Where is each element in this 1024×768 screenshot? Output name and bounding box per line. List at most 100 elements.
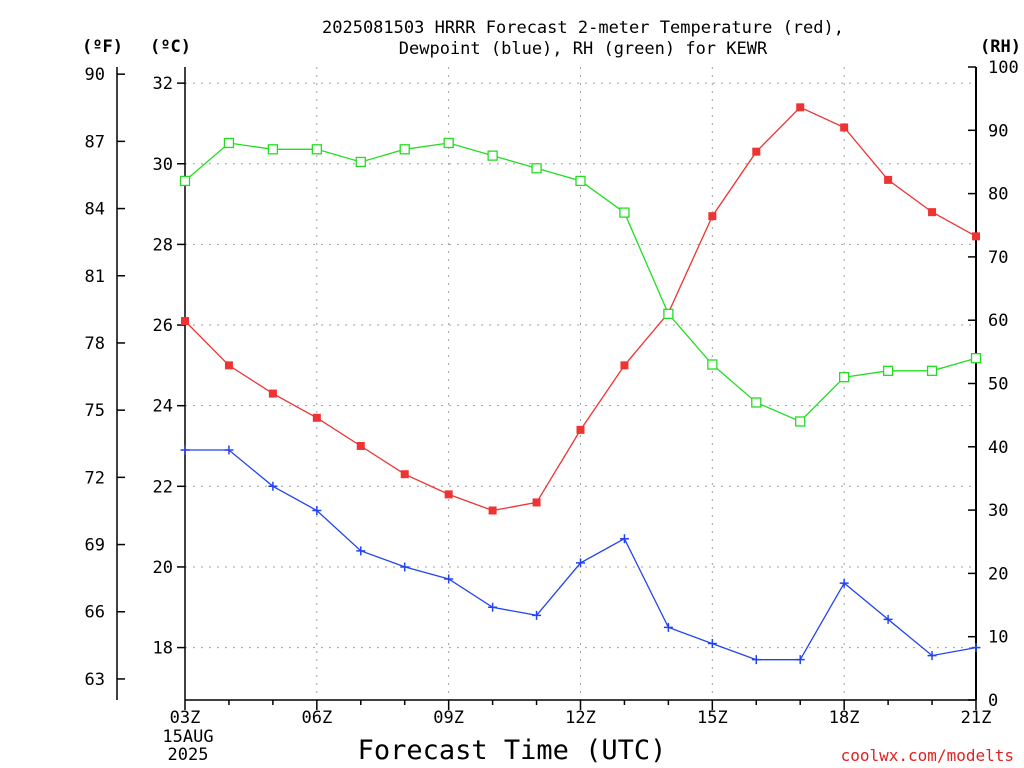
rh-tick-label: 70 xyxy=(988,248,1008,268)
dewpoint-point xyxy=(927,651,937,661)
axes: 18 20 22 24 26 28 30 32 63 66 69 72 75 78 81 84 87 90 0 10 2… xyxy=(85,58,1019,728)
rh-point xyxy=(355,156,366,168)
rh-point xyxy=(970,353,982,364)
dewpoint-point xyxy=(839,578,849,588)
rh-point xyxy=(531,163,542,174)
fahrenheit-tick-label: 72 xyxy=(85,468,105,488)
x-tick-label: 09Z xyxy=(433,708,464,728)
temperature-point xyxy=(972,232,980,241)
x-tick-label: 03Z xyxy=(170,708,201,728)
rh-point xyxy=(311,144,322,155)
x-tick-label: 12Z xyxy=(565,708,596,728)
fahrenheit-unit-label: (ºF) xyxy=(82,37,123,57)
rh-point xyxy=(707,359,718,370)
fahrenheit-tick-label: 84 xyxy=(85,200,105,220)
dewpoint-point xyxy=(400,562,410,572)
celsius-tick-label: 22 xyxy=(153,477,173,497)
x-tick-label: 06Z xyxy=(301,708,332,728)
temperature-point xyxy=(268,389,277,398)
rh-point xyxy=(487,150,498,161)
x-tick-label: 15Z xyxy=(697,708,728,728)
dewpoint-point xyxy=(576,558,585,568)
dewpoint-series xyxy=(180,445,981,665)
temperature-point xyxy=(576,425,585,434)
temperature-series xyxy=(181,103,980,515)
rh-tick-label: 90 xyxy=(988,121,1008,141)
rh-point xyxy=(751,397,762,408)
rh-point xyxy=(882,365,894,376)
temperature-point xyxy=(312,413,321,422)
dewpoint-point xyxy=(312,506,322,516)
celsius-tick-label: 32 xyxy=(153,74,173,94)
rh-point xyxy=(443,137,454,149)
fahrenheit-tick-label: 63 xyxy=(85,670,105,690)
fahrenheit-tick-label: 90 xyxy=(85,65,105,85)
temperature-point xyxy=(752,147,761,156)
rh-point xyxy=(926,365,938,376)
fahrenheit-tick-label: 78 xyxy=(85,334,105,354)
source-credit: coolwx.com/modelts xyxy=(841,746,1014,765)
temperature-point xyxy=(708,212,717,221)
temperature-point xyxy=(224,361,233,370)
dewpoint-point xyxy=(532,610,542,620)
rh-tick-label: 10 xyxy=(988,628,1008,648)
rh-tick-label: 0 xyxy=(988,691,998,711)
temperature-point xyxy=(532,498,541,507)
temperature-point xyxy=(444,490,453,499)
celsius-tick-label: 18 xyxy=(153,639,173,659)
dewpoint-point xyxy=(356,546,366,556)
series-group xyxy=(179,103,982,665)
celsius-unit-label: (ºC) xyxy=(150,37,191,57)
dewpoint-point xyxy=(707,639,717,649)
rh-tick-label: 100 xyxy=(988,58,1019,78)
dewpoint-point xyxy=(751,655,761,665)
celsius-tick-label: 26 xyxy=(153,316,173,336)
x-tick-label: 21Z xyxy=(961,708,992,728)
dewpoint-point xyxy=(795,655,805,665)
rh-tick-label: 30 xyxy=(988,501,1008,521)
fahrenheit-tick-label: 87 xyxy=(85,132,105,152)
rh-point xyxy=(399,144,410,155)
dewpoint-point xyxy=(444,574,454,584)
rh-point xyxy=(575,175,586,187)
dewpoint-point xyxy=(268,481,278,491)
labels: 2025081503 HRRR Forecast 2-meter Tempera… xyxy=(82,18,1021,766)
dewpoint-point xyxy=(180,445,190,455)
x-axis-title: Forecast Time (UTC) xyxy=(358,735,667,766)
temperature-point xyxy=(796,103,805,112)
temperature-point xyxy=(356,441,365,450)
temperature-point xyxy=(400,470,409,479)
fahrenheit-tick-label: 69 xyxy=(85,536,105,556)
rh-unit-label: (RH) xyxy=(980,37,1021,57)
rh-point xyxy=(663,308,674,320)
celsius-tick-label: 20 xyxy=(153,558,173,578)
celsius-tick-label: 24 xyxy=(153,397,173,417)
rh-series xyxy=(179,137,982,427)
celsius-tick-label: 30 xyxy=(153,155,173,175)
rh-point xyxy=(795,416,806,427)
temperature-point xyxy=(488,506,497,515)
fahrenheit-tick-label: 75 xyxy=(85,401,105,421)
fahrenheit-tick-label: 81 xyxy=(85,267,105,287)
date-day-label: 15AUG xyxy=(162,727,213,747)
celsius-tick-label: 28 xyxy=(153,235,173,255)
rh-tick-label: 40 xyxy=(988,438,1008,458)
temperature-point xyxy=(181,317,189,326)
grid-lines xyxy=(185,67,976,700)
rh-point xyxy=(839,372,850,383)
rh-tick-label: 60 xyxy=(988,311,1008,331)
rh-tick-label: 20 xyxy=(988,564,1008,584)
dewpoint-point xyxy=(488,602,498,612)
rh-point xyxy=(267,144,279,155)
fahrenheit-tick-label: 66 xyxy=(85,603,105,623)
dewpoint-point xyxy=(619,534,629,544)
date-year-label: 2025 xyxy=(168,745,209,765)
temperature-point xyxy=(840,123,849,132)
rh-tick-label: 50 xyxy=(988,375,1008,395)
temperature-point xyxy=(928,208,937,217)
dewpoint-point xyxy=(971,643,981,653)
rh-point xyxy=(619,207,630,218)
rh-point xyxy=(179,175,191,187)
rh-tick-label: 80 xyxy=(988,185,1008,205)
